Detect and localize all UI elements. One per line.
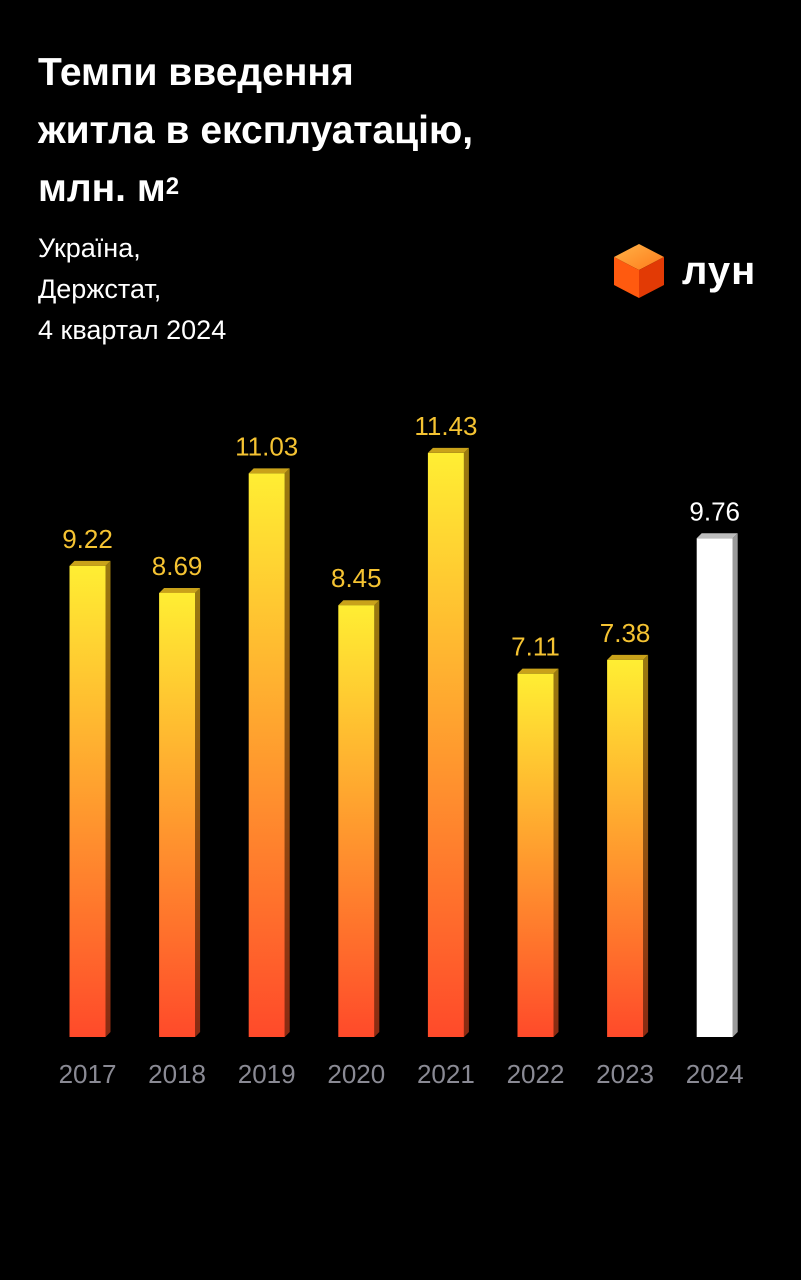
value-label-2022: 7.11 (511, 632, 560, 662)
value-label-2018: 8.69 (152, 551, 203, 581)
title-line-1: Темпи введення (38, 51, 354, 94)
value-label-2017: 9.22 (62, 524, 113, 554)
logo-wordmark: лун (682, 248, 757, 293)
title-line-3: млн. м2 (38, 160, 473, 218)
value-label-2020: 8.45 (331, 563, 382, 593)
subtitle-country: Україна, (38, 233, 141, 263)
chart-subtitle: Україна, Держстат, 4 квартал 2024 (38, 228, 226, 351)
bar-side-2018 (195, 587, 201, 1037)
bar-top-2023 (607, 654, 649, 660)
bar-side-2017 (105, 560, 111, 1037)
bar-side-2023 (643, 654, 649, 1037)
value-label-2023: 7.38 (600, 618, 651, 648)
bar-2022 (517, 673, 554, 1037)
bar-2023 (607, 659, 644, 1037)
category-label-2020: 2020 (327, 1059, 385, 1089)
bar-chart: 9.22 2017 8.69 2018 11.03 2019 8.45 2020 11.43 20… (59, 411, 744, 1089)
value-label-2021: 11.43 (414, 411, 477, 441)
bar-2018 (159, 592, 196, 1037)
bar-top-2024 (696, 533, 738, 539)
bar-top-2017 (69, 560, 111, 566)
bar-2021 (427, 452, 464, 1037)
bar-top-2020 (338, 600, 380, 606)
bar-top-2018 (159, 587, 201, 593)
category-label-2024: 2024 (686, 1059, 744, 1089)
title-unit: млн. м (38, 167, 166, 210)
title-line-2: житла в експлуатацію, (38, 109, 474, 152)
orange-cube-icon (614, 244, 664, 298)
bar-side-2021 (463, 447, 469, 1037)
title-superscript: 2 (165, 173, 180, 200)
bar-side-2022 (553, 668, 559, 1037)
brand-logo: лун (612, 242, 756, 300)
subtitle-period: 4 квартал 2024 (38, 315, 227, 345)
category-label-2022: 2022 (507, 1059, 565, 1089)
bar-top-2022 (517, 668, 559, 674)
subtitle-source: Держстат, (38, 274, 162, 304)
bar-2017 (69, 565, 106, 1037)
bar-2019 (248, 473, 285, 1037)
value-label-2019: 11.03 (235, 431, 298, 461)
category-label-2023: 2023 (596, 1059, 654, 1089)
bar-side-2024 (732, 533, 738, 1037)
category-label-2021: 2021 (417, 1059, 475, 1089)
bar-side-2020 (374, 600, 380, 1037)
bar-2024 (696, 538, 733, 1037)
bar-side-2019 (284, 468, 290, 1037)
category-label-2019: 2019 (238, 1059, 296, 1089)
bar-top-2021 (427, 447, 469, 453)
bar-top-2019 (248, 468, 290, 474)
category-label-2018: 2018 (148, 1059, 206, 1089)
chart-title: Темпи введення житла в експлуатацію, млн… (38, 44, 473, 218)
bar-2020 (338, 605, 375, 1037)
value-label-2024: 9.76 (689, 496, 740, 526)
category-label-2017: 2017 (59, 1059, 117, 1089)
